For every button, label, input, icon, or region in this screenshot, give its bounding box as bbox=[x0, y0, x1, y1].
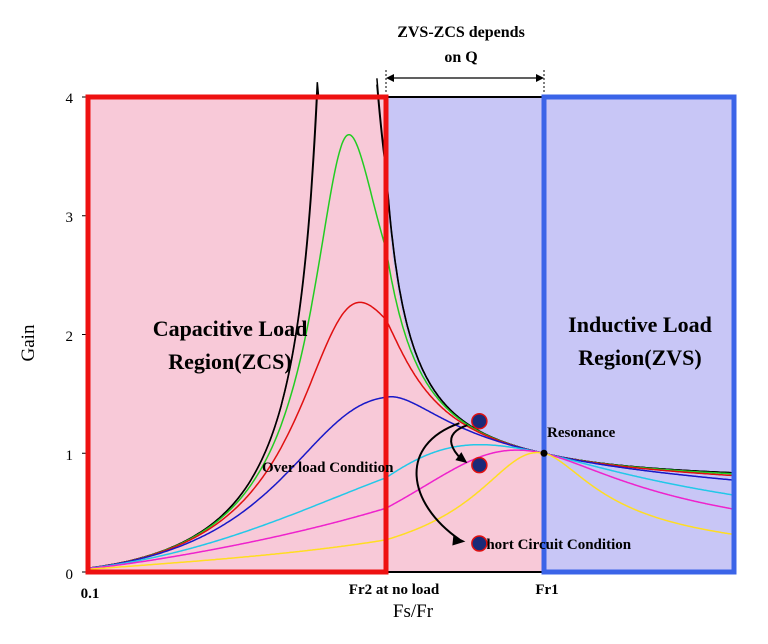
over-load-label: Over load Condition bbox=[262, 460, 394, 476]
over-load-arrow-head bbox=[455, 452, 468, 464]
gain-curve-heavy-load-2 bbox=[87, 443, 735, 570]
zvs-boundary-area bbox=[387, 97, 544, 454]
resonance-point bbox=[540, 449, 548, 457]
regions-layer bbox=[88, 97, 734, 572]
short-circuit-arrow-head bbox=[452, 535, 466, 546]
x-axis-label: Fs/Fr bbox=[393, 601, 434, 622]
zvs-zcs-arrow-right-head bbox=[536, 74, 544, 82]
capacitive-region-border bbox=[85, 94, 389, 575]
gain-curve-heavy-load-3 bbox=[87, 449, 735, 570]
inductive-region-border bbox=[541, 94, 737, 575]
short-circuit-label: Short Circuit Condition bbox=[478, 537, 632, 553]
fr2-label: Fr2 at no load bbox=[349, 582, 440, 598]
zvs-zcs-arrow-left-head bbox=[386, 74, 394, 82]
inductive-region-label-line-2: Region(ZVS) bbox=[578, 345, 701, 370]
operating-point-1 bbox=[471, 412, 488, 430]
y-tick-label-2: 2 bbox=[66, 329, 74, 345]
fr1-label: Fr1 bbox=[535, 582, 558, 598]
y-axis-label: Gain bbox=[18, 324, 39, 361]
gain-curve-short-circuit bbox=[87, 451, 735, 570]
y-tick-label-4: 4 bbox=[66, 91, 74, 107]
gain-curve-medium-load bbox=[87, 301, 734, 569]
capacitive-region-label-line-2: Region(ZCS) bbox=[168, 349, 291, 374]
gain-curve-heavy-load-1 bbox=[87, 396, 735, 569]
points-layer bbox=[415, 412, 548, 552]
y-tick-label-0: 0 bbox=[66, 567, 74, 583]
inductive-region-fill bbox=[544, 97, 734, 572]
y-tick-label-3: 3 bbox=[66, 210, 74, 226]
resonance-label: Resonance bbox=[547, 425, 616, 441]
short-circuit-arrow bbox=[415, 422, 460, 541]
frame-layer bbox=[82, 70, 737, 575]
curves-layer bbox=[87, 78, 735, 570]
x-tick-label-min: 0.1 bbox=[81, 586, 100, 602]
zvs-zcs-label-line-1: ZVS-ZCS depends bbox=[397, 24, 525, 41]
zvs-zcs-label-line-2: on Q bbox=[444, 49, 477, 66]
operating-point-2 bbox=[471, 456, 488, 474]
capacitive-region-label-line-1: Capacitive Load bbox=[153, 316, 308, 341]
y-tick-label-1: 1 bbox=[66, 448, 74, 464]
inductive-region-label-line-1: Inductive Load bbox=[568, 312, 712, 337]
operating-point-3 bbox=[471, 535, 488, 552]
